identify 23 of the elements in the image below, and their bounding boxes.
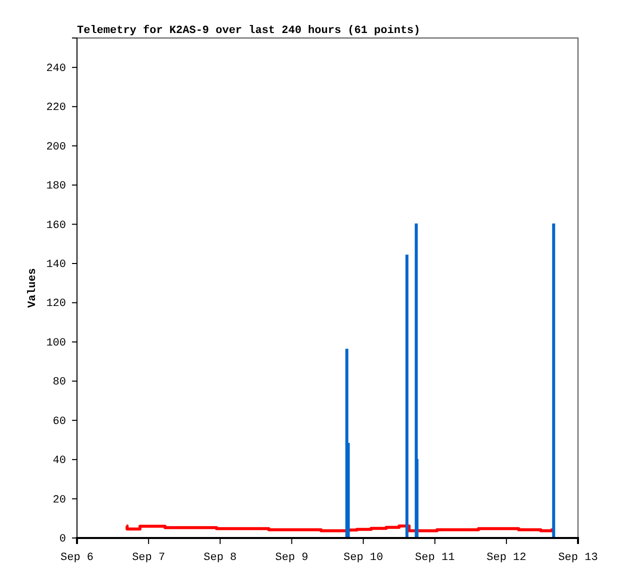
y-tick-label: 40 xyxy=(52,455,66,468)
y-tick-label: 80 xyxy=(52,376,66,389)
y-tick-label: 60 xyxy=(52,416,66,428)
y-tick-label: 120 xyxy=(46,298,66,310)
x-tick-label: Sep 7 xyxy=(132,552,166,564)
x-tick-label: Sep 8 xyxy=(204,552,237,564)
x-tick-label: Sep 11 xyxy=(415,552,456,564)
chart-title: Telemetry for K2AS-9 over last 240 hours (61 points) xyxy=(77,24,420,37)
y-tick-label: 140 xyxy=(46,259,66,272)
x-tick-label: Sep 12 xyxy=(486,552,526,564)
x-tick-label: Sep 6 xyxy=(60,552,94,564)
y-axis-title: Values xyxy=(27,268,39,308)
y-tick-label: 0 xyxy=(59,534,66,546)
x-tick-label: Sep 9 xyxy=(275,552,308,564)
y-tick-label: 200 xyxy=(46,141,66,154)
y-tick-label: 180 xyxy=(46,180,66,193)
y-tick-label: 240 xyxy=(46,62,66,75)
y-tick-label: 20 xyxy=(52,494,66,506)
x-tick-label: Sep 13 xyxy=(558,552,598,564)
y-tick-label: 100 xyxy=(46,337,66,350)
y-tick-label: 220 xyxy=(46,102,66,114)
y-tick-label: 160 xyxy=(46,220,66,232)
x-tick-label: Sep 10 xyxy=(343,552,384,564)
